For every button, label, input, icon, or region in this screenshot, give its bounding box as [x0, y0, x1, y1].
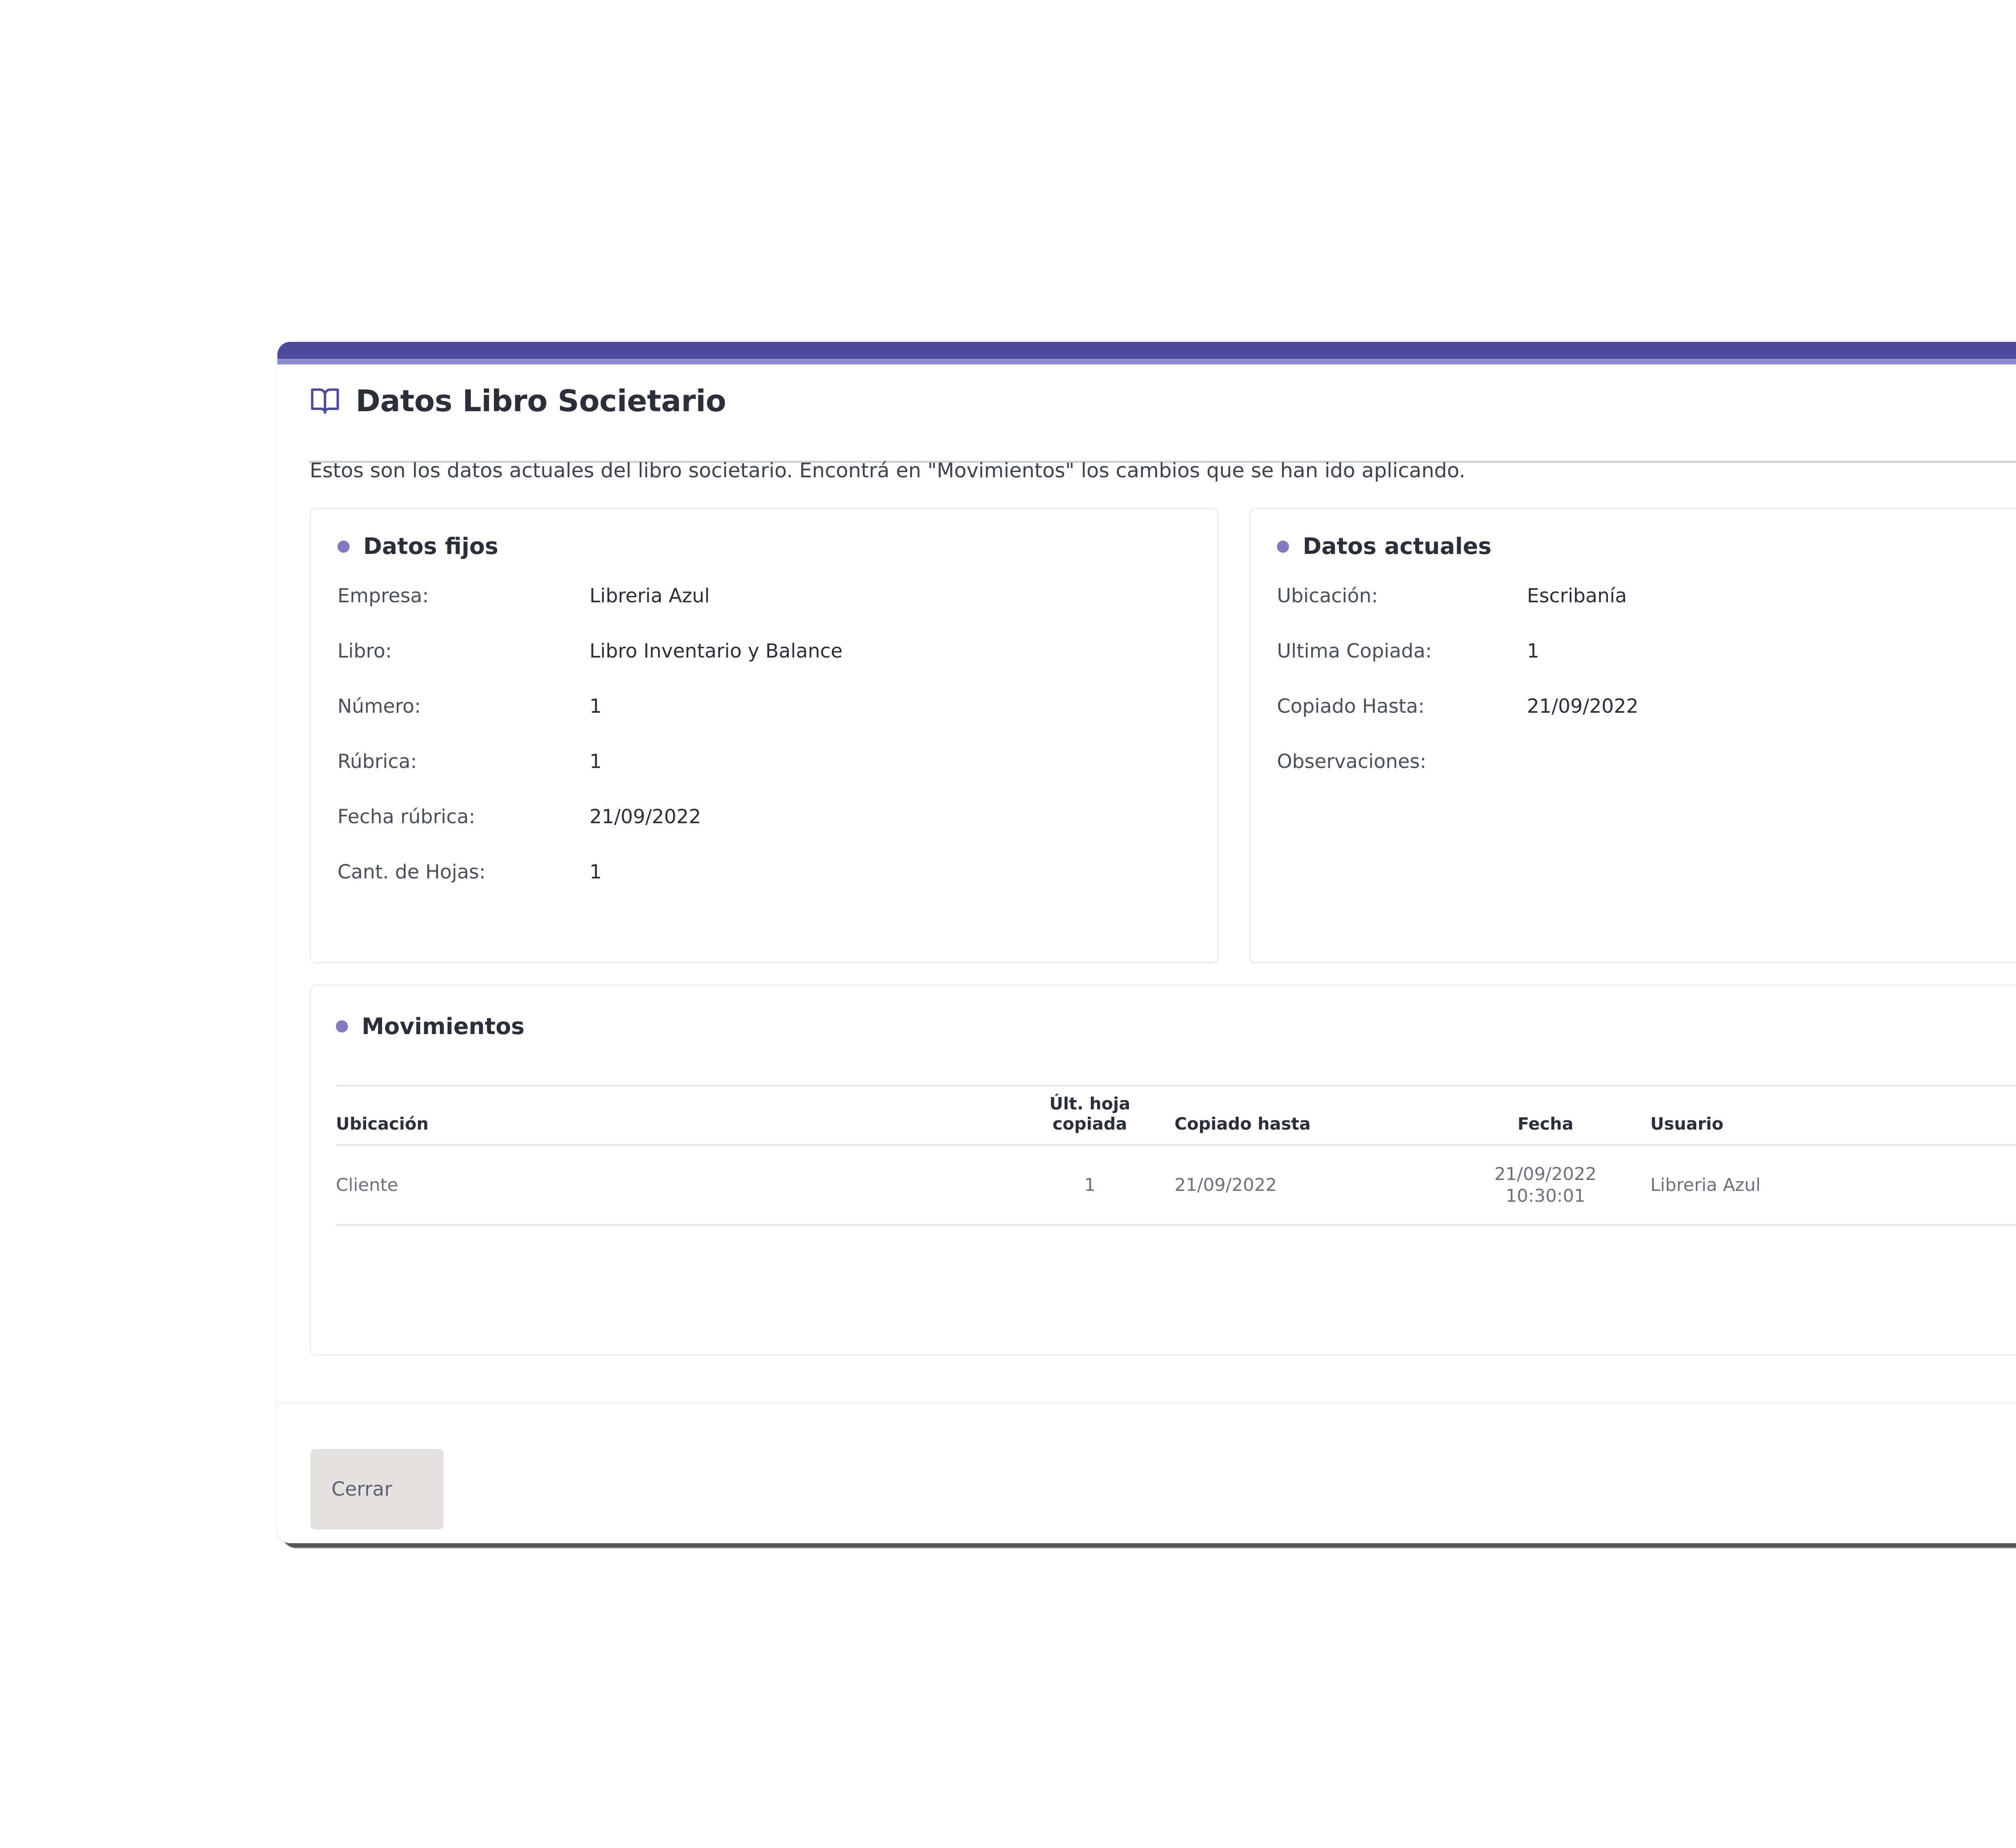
datos-fijos-card: Datos fijos Empresa: Libreria Azul Libro… [310, 508, 1218, 964]
header-divider [309, 461, 2016, 463]
datos-actuales-card: Datos actuales Ubicación: Escribanía Ult… [1249, 508, 2016, 964]
modal-accent-bar [277, 342, 2016, 359]
cell-fecha: 21/09/2022 10:30:01 [1441, 1145, 1650, 1226]
column-header-ult-hoja-line2: copiada [1052, 1113, 1127, 1134]
datos-actuales-heading: Datos actuales [1277, 533, 2016, 560]
field-label-ultima-copiada: Ultima Copiada: [1277, 640, 1432, 662]
field-row-copiado-hasta: Copiado Hasta: 21/09/2022 [1277, 695, 2016, 750]
field-value-copiado-hasta: 21/09/2022 [1527, 695, 1639, 718]
modal-accent-bar-light [277, 359, 2016, 364]
movimientos-heading: Movimientos [336, 1013, 525, 1040]
field-label-libro: Libro: [337, 640, 392, 662]
field-value-rubrica: 1 [589, 750, 602, 773]
datos-fijos-heading: Datos fijos [337, 533, 1191, 560]
modal-footer: Cerrar [277, 1402, 2016, 1543]
field-label-empresa: Empresa: [337, 585, 429, 607]
cell-fecha-date: 21/09/2022 [1494, 1164, 1597, 1185]
movimientos-table-head: Ubicación Últ. hoja copiada Copiado hast… [336, 1084, 2016, 1146]
field-value-libro: Libro Inventario y Balance [589, 640, 843, 662]
field-label-fecha-rubrica: Fecha rúbrica: [337, 805, 475, 828]
field-value-empresa: Libreria Azul [589, 585, 710, 607]
field-value-ubicacion: Escribanía [1527, 585, 1627, 607]
datos-fijos-heading-label: Datos fijos [363, 533, 498, 560]
column-header-copiado-hasta: Copiado hasta [1175, 1084, 1441, 1146]
column-header-usuario: Usuario [1650, 1084, 2016, 1146]
field-label-copiado-hasta: Copiado Hasta: [1277, 695, 1425, 718]
field-label-observaciones: Observaciones: [1277, 750, 1427, 773]
field-row-numero: Número: 1 [337, 695, 1191, 750]
modal-subtitle: Estos son los datos actuales del libro s… [310, 459, 1466, 482]
field-row-ubicacion: Ubicación: Escribanía [1277, 585, 2016, 640]
movimientos-table: Ubicación Últ. hoja copiada Copiado hast… [336, 1084, 2016, 1226]
movimientos-heading-label: Movimientos [362, 1013, 525, 1040]
cerrar-button[interactable]: Cerrar [310, 1449, 444, 1530]
table-row: Cliente 1 21/09/2022 21/09/2022 10:30:01… [336, 1145, 2016, 1226]
field-row-fecha-rubrica: Fecha rúbrica: 21/09/2022 [337, 805, 1191, 861]
field-label-cant-hojas: Cant. de Hojas: [337, 861, 486, 883]
bullet-dot-icon [337, 540, 350, 553]
field-value-fecha-rubrica: 21/09/2022 [589, 805, 701, 828]
column-header-fecha: Fecha [1441, 1084, 1650, 1146]
field-row-observaciones: Observaciones: [1277, 750, 2016, 805]
cell-ult-hoja-copiada: 1 [1005, 1145, 1175, 1226]
field-label-numero: Número: [337, 695, 421, 718]
page-title: Datos Libro Societario [356, 384, 726, 418]
column-header-ult-hoja-line1: Últ. hoja [1049, 1094, 1131, 1113]
field-row-libro: Libro: Libro Inventario y Balance [337, 640, 1191, 695]
field-row-cant-hojas: Cant. de Hojas: 1 [337, 861, 1191, 916]
table-header-row: Ubicación Últ. hoja copiada Copiado hast… [336, 1084, 2016, 1146]
column-header-ult-hoja-copiada: Últ. hoja copiada [1005, 1084, 1175, 1146]
modal-title-group: Datos Libro Societario [310, 384, 726, 418]
field-value-ultima-copiada: 1 [1527, 640, 1539, 662]
movimientos-table-body: Cliente 1 21/09/2022 21/09/2022 10:30:01… [336, 1145, 2016, 1226]
open-book-icon [311, 388, 339, 414]
field-value-cant-hojas: 1 [589, 861, 602, 883]
datos-actuales-heading-label: Datos actuales [1303, 533, 1492, 560]
bullet-dot-icon [336, 1020, 348, 1032]
cell-fecha-time: 10:30:01 [1506, 1185, 1585, 1206]
column-header-ubicacion: Ubicación [336, 1084, 1005, 1146]
cell-usuario: Libreria Azul [1650, 1145, 2016, 1226]
info-cards-row: Datos fijos Empresa: Libreria Azul Libro… [310, 508, 2016, 964]
field-row-empresa: Empresa: Libreria Azul [337, 585, 1191, 640]
field-row-ultima-copiada: Ultima Copiada: 1 [1277, 640, 2016, 695]
field-label-ubicacion: Ubicación: [1277, 585, 1378, 607]
cell-copiado-hasta: 21/09/2022 [1175, 1145, 1441, 1226]
field-row-rubrica: Rúbrica: 1 [337, 750, 1191, 805]
cell-ubicacion: Cliente [336, 1145, 1005, 1226]
modal-header: Datos Libro Societario ✕ [277, 364, 2016, 463]
movimientos-card: Movimientos Ubicación Últ. hoja copiada … [310, 984, 2016, 1355]
bullet-dot-icon [1277, 540, 1289, 553]
field-value-numero: 1 [589, 695, 602, 718]
datos-libro-societario-modal: Datos Libro Societario ✕ Estos son los d… [277, 342, 2016, 1543]
field-label-rubrica: Rúbrica: [337, 750, 417, 773]
movimientos-heading-row[interactable]: Movimientos [336, 1008, 2016, 1045]
